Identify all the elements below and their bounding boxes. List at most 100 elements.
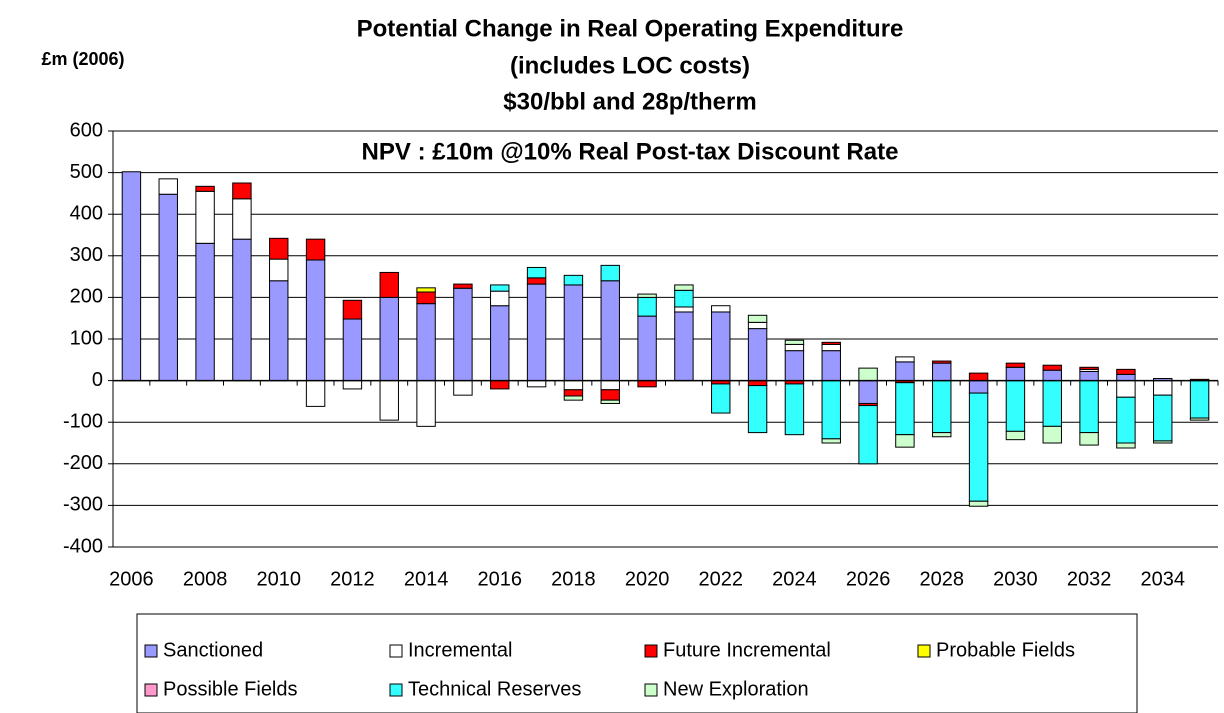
y-tick-label: 400	[70, 202, 103, 224]
title-line: Potential Change in Real Operating Expen…	[357, 15, 904, 42]
bar-segment	[895, 361, 915, 382]
y-tick-label: -200	[63, 452, 103, 474]
bar-segment	[932, 360, 952, 364]
bar-segment	[821, 350, 841, 382]
legend-label: Technical Reserves	[408, 678, 581, 700]
bar-segment	[858, 367, 878, 382]
bar-segment	[600, 280, 620, 382]
bar-segment	[895, 434, 915, 448]
bar-segment	[932, 432, 952, 438]
bar-segment	[1116, 380, 1136, 398]
legend-swatch	[644, 644, 658, 658]
bar-segment	[158, 178, 178, 195]
bar-segment	[674, 289, 694, 308]
x-tick-label: 2012	[330, 568, 375, 590]
x-tick-label: 2014	[404, 568, 449, 590]
bar-segment	[1005, 380, 1026, 432]
y-tick-label: 0	[92, 369, 103, 391]
bar-segment	[821, 343, 841, 352]
bar-segment	[121, 171, 142, 382]
bar-segment	[1116, 442, 1136, 449]
bar-segment	[747, 321, 768, 330]
bar-segment	[416, 380, 436, 427]
x-tick-label: 2008	[183, 568, 228, 590]
bar-segment	[563, 395, 584, 401]
bar-segment	[416, 287, 436, 293]
title-line: (includes LOC costs)	[510, 52, 750, 79]
legend-label: Probable Fields	[936, 639, 1075, 661]
bar-segment	[416, 303, 436, 382]
bar-segment	[600, 380, 620, 391]
bar-segment	[1079, 366, 1099, 370]
bar-segment	[490, 284, 510, 292]
bar-segment	[342, 380, 363, 390]
bar-segment	[379, 380, 399, 421]
bar-segment	[674, 311, 694, 382]
bar-segment	[637, 296, 657, 317]
bar-segment	[1042, 425, 1062, 444]
bar-segment	[1042, 369, 1062, 382]
bar-segment	[1005, 430, 1026, 441]
legend-swatch	[389, 644, 403, 658]
bar-segment	[526, 380, 547, 388]
bar-segment	[416, 291, 436, 305]
x-tick-label: 2028	[920, 568, 965, 590]
bar-segment	[1116, 396, 1136, 444]
bar-segment	[968, 500, 989, 507]
bar-segment	[747, 314, 768, 323]
bar-segment	[1079, 432, 1099, 446]
bar-segment	[563, 380, 584, 391]
bar-segment	[490, 290, 510, 307]
bar-segment	[1116, 373, 1136, 382]
bar-segment	[1042, 364, 1062, 371]
y-axis-label: £m (2006)	[41, 49, 124, 69]
bar-segment	[379, 296, 399, 382]
bar-segment	[490, 305, 510, 382]
bar-segment	[563, 389, 584, 397]
bar-segment	[195, 242, 215, 382]
x-tick-label: 2024	[772, 568, 817, 590]
bar-segment	[342, 299, 363, 320]
bar-segment	[232, 238, 252, 382]
x-tick-label: 2026	[846, 568, 891, 590]
bar-segment	[711, 305, 731, 313]
legend-swatch	[144, 683, 158, 697]
bar-segment	[1153, 394, 1173, 442]
bar-segment	[453, 380, 473, 396]
bar-segment	[269, 280, 289, 382]
bar-segment	[600, 399, 620, 404]
bar-segment	[895, 382, 915, 436]
bar-segment	[968, 380, 989, 394]
bar-segment	[637, 293, 657, 298]
x-tick-label: 2020	[625, 568, 670, 590]
legend-swatch	[144, 644, 158, 658]
x-tick-label: 2034	[1141, 568, 1186, 590]
bar-segment	[821, 438, 841, 444]
bar-segment	[858, 405, 878, 465]
bar-segment	[674, 284, 694, 291]
bar-segment	[563, 274, 584, 286]
x-tick-label: 2030	[993, 568, 1038, 590]
x-tick-label: 2018	[551, 568, 596, 590]
legend-label: Possible Fields	[163, 678, 298, 700]
bar-segment	[637, 380, 657, 388]
bar-segment	[1116, 368, 1136, 375]
bar-segment	[747, 328, 768, 382]
bar-segment	[711, 311, 731, 382]
bar-segment	[1153, 440, 1173, 444]
x-tick-label: 2022	[699, 568, 744, 590]
legend-label: Sanctioned	[163, 639, 263, 661]
x-tick-label: 2032	[1067, 568, 1112, 590]
y-tick-label: 200	[70, 286, 103, 308]
bar-segment	[342, 318, 363, 382]
bar-segment	[232, 182, 252, 200]
legend-swatch	[644, 683, 658, 697]
title-line: $30/bbl and 28p/therm	[503, 88, 756, 115]
legend-label: Incremental	[408, 639, 513, 661]
bar-segment	[232, 198, 252, 240]
bar-segment	[1042, 380, 1062, 427]
bar-segment	[305, 380, 326, 407]
legend-box	[136, 613, 1138, 713]
x-tick-label: 2016	[478, 568, 523, 590]
